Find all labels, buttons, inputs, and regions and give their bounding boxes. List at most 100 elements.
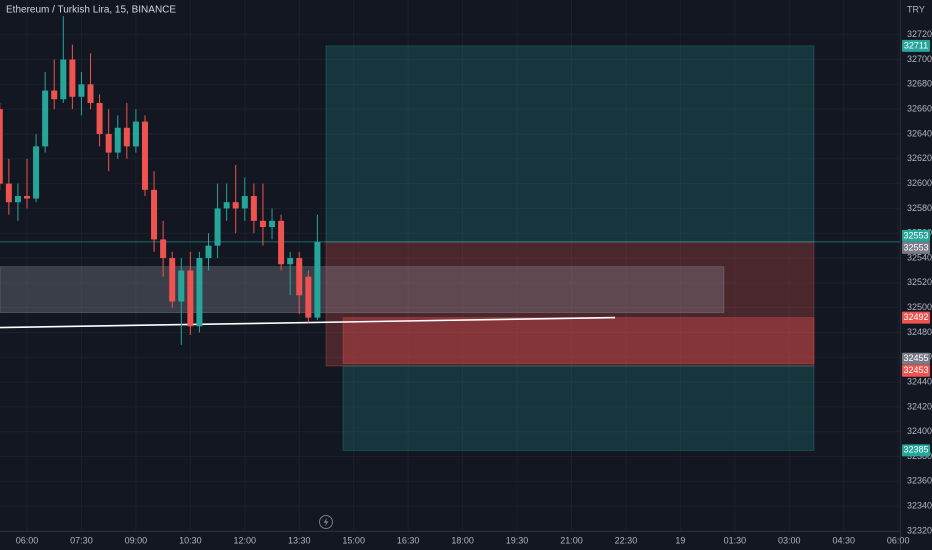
candle-body xyxy=(96,102,103,134)
candle-body xyxy=(278,220,285,265)
x-tick-label: 01:30 xyxy=(724,535,747,545)
x-tick-label: 16:30 xyxy=(397,535,420,545)
candles xyxy=(0,16,321,345)
candle-body xyxy=(151,189,158,240)
y-tick-label: 32400 xyxy=(907,426,932,436)
zone xyxy=(342,365,815,451)
price-badge-bg xyxy=(902,39,930,52)
x-tick-label: 21:00 xyxy=(560,535,583,545)
y-tick-label: 32580 xyxy=(907,203,932,213)
candle-body xyxy=(33,146,40,199)
x-tick-label: 06:00 xyxy=(16,535,39,545)
y-tick-label: 32640 xyxy=(907,128,932,138)
candle-body xyxy=(160,239,167,259)
candle-body xyxy=(169,258,176,302)
candle-body xyxy=(296,258,303,296)
candle-body xyxy=(69,59,76,97)
price-badge-bg xyxy=(902,444,930,457)
y-tick-label: 32660 xyxy=(907,104,932,114)
candle-body xyxy=(314,241,321,318)
icon-bolt xyxy=(323,517,329,527)
price-badge-label: 32553 xyxy=(903,230,928,240)
candle-body xyxy=(178,270,185,302)
price-badge: 32453 xyxy=(902,364,930,377)
y-tick-label: 32500 xyxy=(907,302,932,312)
drawings xyxy=(0,45,900,451)
candle-body xyxy=(0,109,3,184)
price-badge: 32553 xyxy=(902,241,930,254)
x-tick-label: 19:30 xyxy=(506,535,529,545)
candle-body xyxy=(196,258,203,327)
icon-circle xyxy=(319,515,333,529)
grid xyxy=(0,0,900,531)
price-badge: 32385 xyxy=(902,444,930,457)
candle-body xyxy=(214,208,221,246)
price-badge-bg xyxy=(902,364,930,377)
candle-body xyxy=(78,84,85,97)
zone xyxy=(342,317,815,364)
price-badge: 32492 xyxy=(902,311,930,324)
candle-body xyxy=(24,196,30,199)
candle-body xyxy=(269,220,276,228)
candle-body xyxy=(205,245,212,259)
y-tick-label: 32360 xyxy=(907,476,932,486)
candle-body xyxy=(60,59,67,100)
candle-body xyxy=(250,196,257,221)
candle-body xyxy=(123,127,130,147)
trendline xyxy=(0,316,616,329)
candle-body xyxy=(187,270,194,327)
candle-body xyxy=(132,121,139,147)
candle-body xyxy=(114,127,121,153)
x-tick-label: 07:30 xyxy=(70,535,93,545)
x-tick-label: 22:30 xyxy=(615,535,638,545)
price-badge-label: 32492 xyxy=(903,312,928,322)
currency-label: TRY xyxy=(907,4,925,14)
candle-body xyxy=(241,196,248,209)
y-tick-label: 32340 xyxy=(907,501,932,511)
price-badge-bg xyxy=(902,352,930,365)
y-tick-label: 32320 xyxy=(907,525,932,535)
x-tick-label: 15:00 xyxy=(342,535,365,545)
price-badge: 32553 xyxy=(902,229,930,242)
y-tick-label: 32420 xyxy=(907,401,932,411)
price-badge-label: 32455 xyxy=(903,353,928,363)
candle-body xyxy=(51,90,58,100)
replay-icon[interactable] xyxy=(319,515,333,529)
candle-body xyxy=(232,202,239,209)
x-tick-label: 04:30 xyxy=(832,535,855,545)
candle-body xyxy=(5,183,12,203)
x-tick-label: 10:30 xyxy=(179,535,202,545)
x-tick-label: 19 xyxy=(675,535,685,545)
y-tick-label: 32600 xyxy=(907,178,932,188)
x-tick-label: 03:00 xyxy=(778,535,801,545)
price-badge-bg xyxy=(902,229,930,242)
y-tick-label: 32520 xyxy=(907,277,932,287)
candle-body xyxy=(141,121,148,190)
x-tick-label: 12:00 xyxy=(234,535,257,545)
price-badge: 32455 xyxy=(902,352,930,365)
candle-body xyxy=(42,90,49,147)
price-badge-label: 32711 xyxy=(904,40,928,50)
y-tick-label: 32440 xyxy=(907,376,932,386)
x-tick-label: 13:30 xyxy=(288,535,311,545)
candle-body xyxy=(223,202,230,209)
candle-body xyxy=(14,196,21,203)
candle-body xyxy=(259,220,266,228)
price-badges: 32711 32553 32553 32492 32455 32453 32385 xyxy=(902,39,930,457)
zone xyxy=(0,266,725,313)
price-badge-label: 32385 xyxy=(903,445,928,455)
candle-body xyxy=(287,258,294,265)
y-tick-label: 32720 xyxy=(907,29,932,39)
y-tick-label: 32540 xyxy=(907,252,932,262)
y-tick-label: 32480 xyxy=(907,327,932,337)
x-tick-label: 06:00 xyxy=(887,535,910,545)
y-tick-label: 32700 xyxy=(907,54,932,64)
x-tick-label: 09:00 xyxy=(125,535,148,545)
price-badge-bg xyxy=(902,311,930,324)
candle-body xyxy=(87,84,94,103)
candle-body xyxy=(305,276,312,318)
chart-title: Ethereum / Turkish Lira, 15, BINANCE xyxy=(6,5,176,16)
price-badge-label: 32553 xyxy=(903,242,928,252)
